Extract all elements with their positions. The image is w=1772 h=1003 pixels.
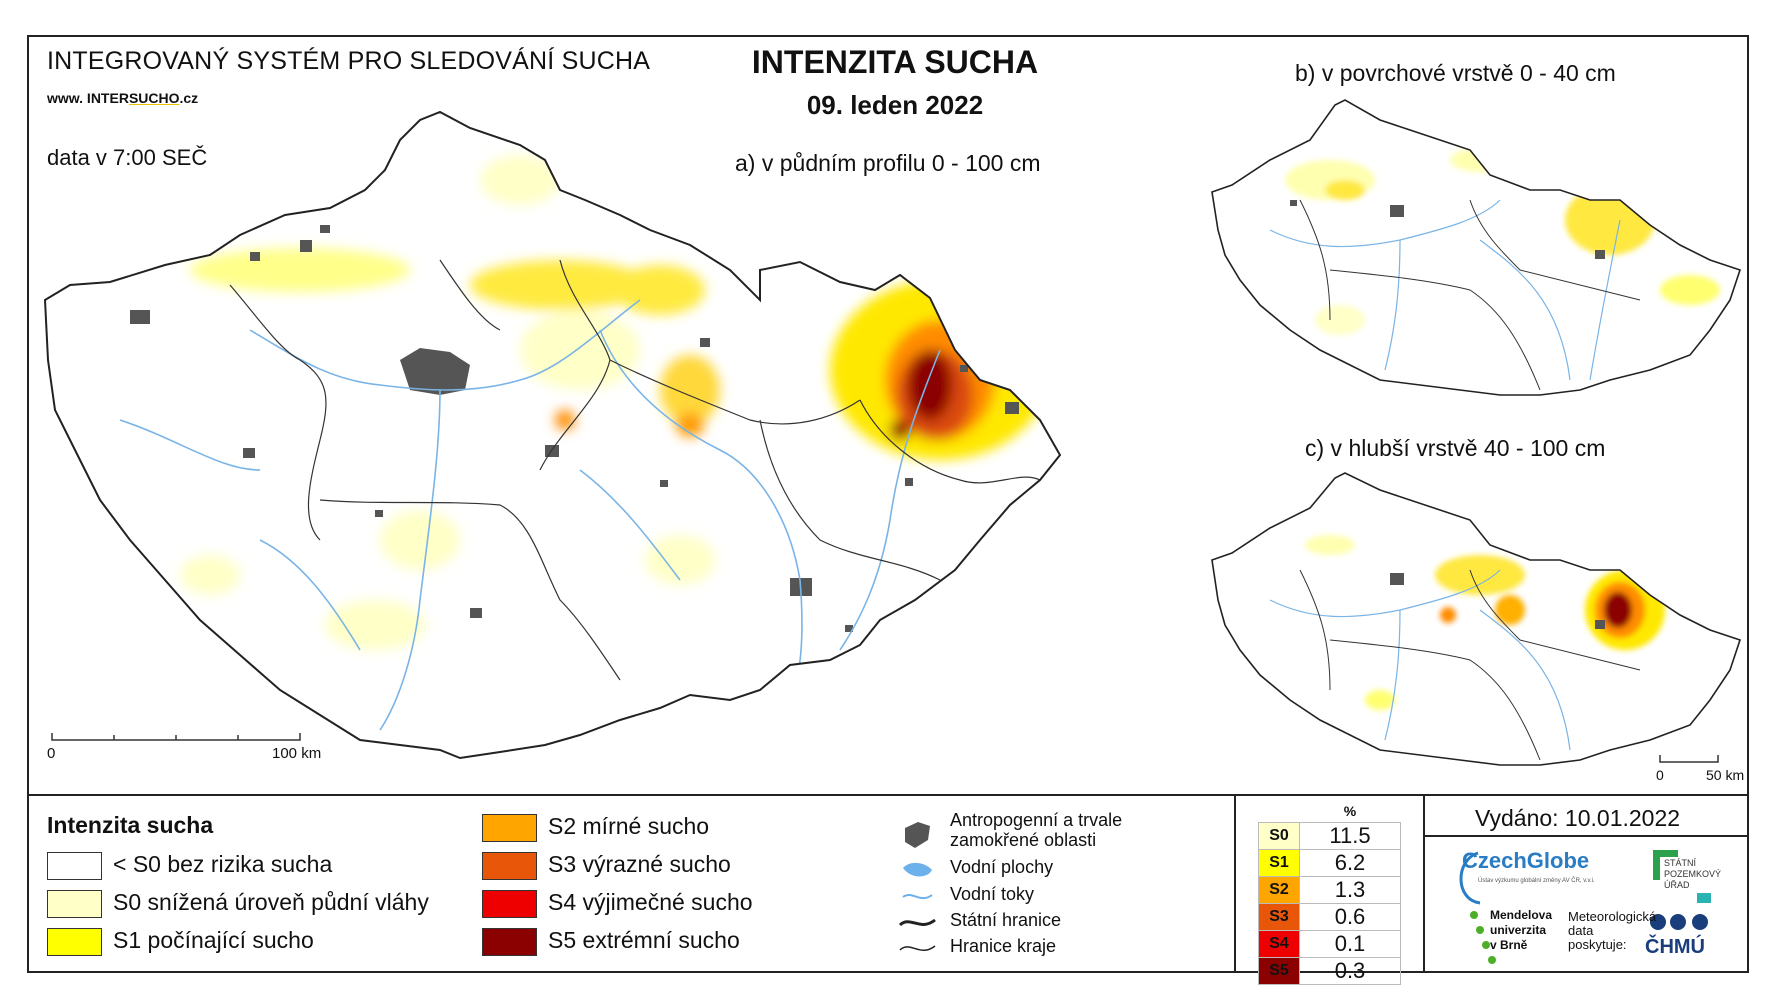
- main-scale-start: 0: [47, 745, 56, 762]
- legend-class-label: S2 mírné sucho: [548, 813, 710, 839]
- state-border-label: Státní hranice: [950, 910, 1062, 930]
- main-scale-bar: [51, 733, 301, 741]
- deep-map-title: c) v hlubší vrstvě 40 - 100 cm: [1305, 435, 1606, 461]
- legend-swatch: [482, 814, 537, 842]
- percent-row: S0 11.5: [1258, 822, 1401, 850]
- legend-class-label: < S0 bez rizika sucha: [113, 851, 333, 877]
- deep-scale-end: 50 km: [1706, 767, 1745, 783]
- legend-swatch: [482, 852, 537, 880]
- issued-divider: [1423, 835, 1749, 837]
- percent-row: S1 6.2: [1258, 849, 1401, 877]
- main-map: [43, 110, 1062, 760]
- main-map-title: a) v půdním profilu 0 - 100 cm: [735, 150, 1041, 176]
- legend-swatch: [482, 890, 537, 918]
- czechglobe-sub: Ústav výzkumu globální změny AV ČR, v.v.…: [1478, 878, 1595, 884]
- percent-value: 0.6: [1299, 903, 1401, 931]
- percent-value: 0.1: [1299, 930, 1401, 958]
- legend-swatch: [482, 928, 537, 956]
- legend-icons: [898, 822, 936, 952]
- percent-class: S5: [1258, 957, 1300, 985]
- surface-map-title: b) v povrchové vrstvě 0 - 40 cm: [1295, 60, 1616, 86]
- water-body-label: Vodní plochy: [950, 857, 1054, 877]
- deep-scale-start: 0: [1656, 767, 1664, 783]
- table-divider-right: [1423, 794, 1425, 973]
- percent-value: 1.3: [1299, 876, 1401, 904]
- issued-date: Vydáno: 10.01.2022: [1475, 805, 1681, 831]
- urban-area-label: Antropogenní a trvale zamokřené oblasti: [950, 810, 1123, 850]
- region-border-label: Hranice kraje: [950, 936, 1057, 956]
- percent-class: S1: [1258, 849, 1300, 877]
- legend-title: Intenzita sucha: [47, 812, 214, 838]
- percent-row: S2 1.3: [1258, 876, 1401, 904]
- percent-row: S4 0.1: [1258, 930, 1401, 958]
- percent-row: S3 0.6: [1258, 903, 1401, 931]
- percent-class: S0: [1258, 822, 1300, 850]
- main-title: INTENZITA SUCHA: [751, 44, 1039, 80]
- percent-table: % S0 11.5 S1 6.2 S2 1.3 S3 0.6 S4 0.1 S5 0.3: [1258, 800, 1401, 985]
- legend-class-label: S4 výjimečné sucho: [548, 889, 753, 915]
- meteo-data-text: Meteorologická data poskytuje:: [1568, 909, 1657, 952]
- percent-value: 11.5: [1299, 822, 1401, 850]
- deep-map: [1211, 472, 1742, 766]
- map-date: 09. leden 2022: [806, 90, 984, 120]
- data-time: data v 7:00 SEČ: [47, 145, 208, 170]
- percent-class: S4: [1258, 930, 1300, 958]
- deep-scale-bar: [1659, 755, 1719, 763]
- legend-class-label: S1 počínající sucho: [113, 927, 314, 953]
- main-scale-end: 100 km: [272, 745, 322, 762]
- czechglobe-logo: CzechGlobe: [1462, 848, 1590, 873]
- system-title: INTEGROVANÝ SYSTÉM PRO SLEDOVÁNÍ SUCHA: [47, 47, 651, 75]
- percent-row: S5 0.3: [1258, 957, 1401, 985]
- surface-map: [1211, 99, 1742, 396]
- logo-graphics: [1459, 850, 1711, 964]
- legend-swatch: [47, 890, 102, 918]
- percent-value: 0.3: [1299, 957, 1401, 985]
- chmu-logo: ČHMÚ: [1645, 936, 1705, 958]
- legend-divider: [27, 794, 1749, 796]
- website-link[interactable]: www. INTERSUCHO.cz: [47, 90, 199, 106]
- percent-value: 6.2: [1299, 849, 1401, 877]
- legend-class-label: S0 snížená úroveň půdní vláhy: [113, 889, 429, 915]
- percent-class: S2: [1258, 876, 1300, 904]
- river-label: Vodní toky: [950, 884, 1035, 904]
- mendelu-logo: Mendelova univerzita v Brně: [1490, 908, 1553, 952]
- percent-header: %: [1343, 803, 1357, 819]
- spu-logo: STÁTNÍ POZEMKOVÝ ÚŘAD: [1664, 858, 1722, 890]
- legend-class-label: S3 výrazné sucho: [548, 851, 731, 877]
- legend-class-label: S5 extrémní sucho: [548, 927, 740, 953]
- legend-swatch: [47, 928, 102, 956]
- legend-swatch: [47, 852, 102, 880]
- table-divider-left: [1234, 794, 1236, 973]
- percent-class: S3: [1258, 903, 1300, 931]
- drought-intensity-layer: [119, 155, 1060, 731]
